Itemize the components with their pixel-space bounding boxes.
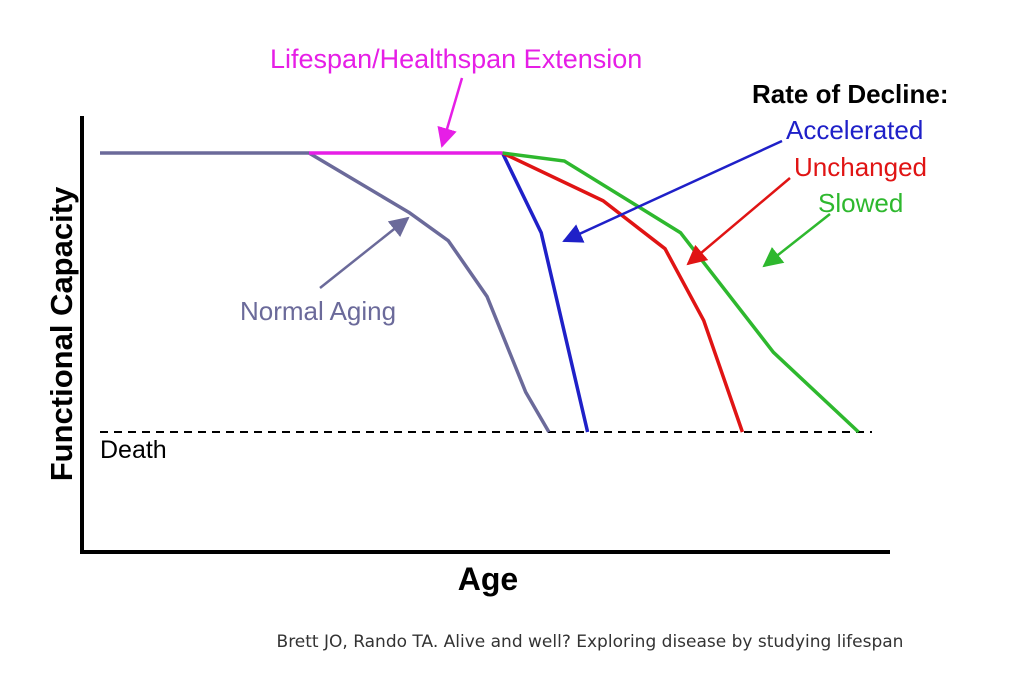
extension-label: Lifespan/Healthspan Extension <box>270 44 642 74</box>
series-slowed <box>502 151 860 434</box>
accelerated-arrow <box>562 139 783 243</box>
extension-arrow <box>437 77 464 148</box>
x-axis-title: Age <box>458 561 518 597</box>
series-accelerated <box>500 152 590 433</box>
slowed-arrow <box>762 213 831 268</box>
death-label: Death <box>100 436 167 464</box>
unchanged-arrow <box>686 177 791 266</box>
series-unchanged <box>501 151 745 433</box>
series-normal-aging <box>100 151 551 433</box>
source-caption: Brett JO, Rando TA. Alive and well? Expl… <box>276 632 904 652</box>
y-axis-title: Functional Capacity <box>44 186 79 481</box>
unchanged-label: Unchanged <box>794 152 927 182</box>
normal-aging-arrow <box>319 216 410 289</box>
slowed-label: Slowed <box>818 188 903 218</box>
rate-of-decline-title: Rate of Decline: <box>752 79 949 109</box>
normal-aging-label: Normal Aging <box>240 296 396 326</box>
accelerated-label: Accelerated <box>786 115 923 145</box>
